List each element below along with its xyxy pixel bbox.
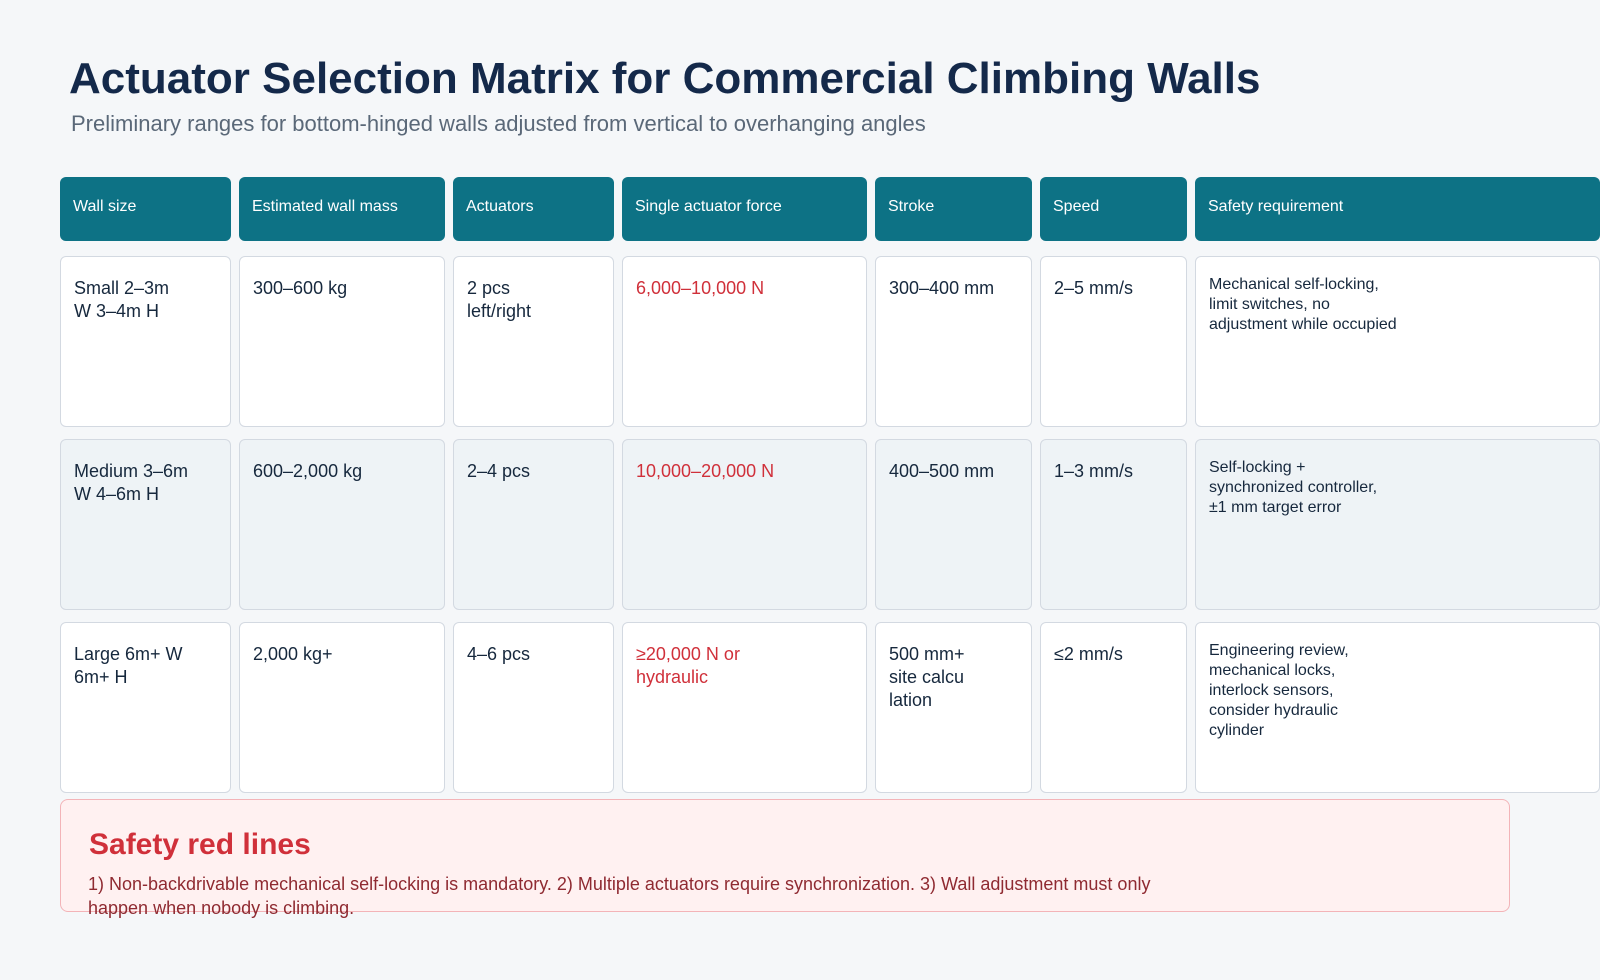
cell-wall-mass: 300–600 kg [239,256,445,427]
cell-wall-size: Small 2–3m W 3–4m H [60,256,231,427]
cell-speed: 2–5 mm/s [1040,256,1187,427]
cell-safety-requirement: Self-locking + synchronized controller, … [1195,439,1600,610]
cell-stroke: 400–500 mm [875,439,1032,610]
header-stroke: Stroke [875,177,1032,241]
cell-speed: ≤2 mm/s [1040,622,1187,793]
cell-actuators: 4–6 pcs [453,622,614,793]
actuator-selection-table: Wall size Estimated wall mass Actuators … [60,0,1600,980]
cell-actuator-force: 10,000–20,000 N [622,439,867,610]
cell-actuator-force: ≥20,000 N or hydraulic [622,622,867,793]
cell-wall-size: Medium 3–6m W 4–6m H [60,439,231,610]
header-single-actuator-force: Single actuator force [622,177,867,241]
safety-red-lines-text: 1) Non-backdrivable mechanical self-lock… [88,874,1151,918]
cell-actuators: 2–4 pcs [453,439,614,610]
header-wall-size: Wall size [60,177,231,241]
safety-red-lines-title: Safety red lines [89,828,311,861]
cell-actuators: 2 pcs left/right [453,256,614,427]
page-title: Actuator Selection Matrix for Commercial… [69,54,1261,103]
header-speed: Speed [1040,177,1187,241]
cell-stroke: 500 mm+ site calcu lation [875,622,1032,793]
cell-speed: 1–3 mm/s [1040,439,1187,610]
cell-safety-requirement: Mechanical self-locking, limit switches,… [1195,256,1600,427]
header-actuators: Actuators [453,177,614,241]
header-safety-requirement: Safety requirement [1195,177,1600,241]
safety-red-lines-panel: Safety red lines [60,799,1510,912]
cell-wall-size: Large 6m+ W 6m+ H [60,622,231,793]
page-subtitle: Preliminary ranges for bottom-hinged wal… [71,111,926,136]
cell-actuator-force: 6,000–10,000 N [622,256,867,427]
header-estimated-wall-mass: Estimated wall mass [239,177,445,241]
cell-stroke: 300–400 mm [875,256,1032,427]
cell-safety-requirement: Engineering review, mechanical locks, in… [1195,622,1600,793]
cell-wall-mass: 600–2,000 kg [239,439,445,610]
cell-wall-mass: 2,000 kg+ [239,622,445,793]
